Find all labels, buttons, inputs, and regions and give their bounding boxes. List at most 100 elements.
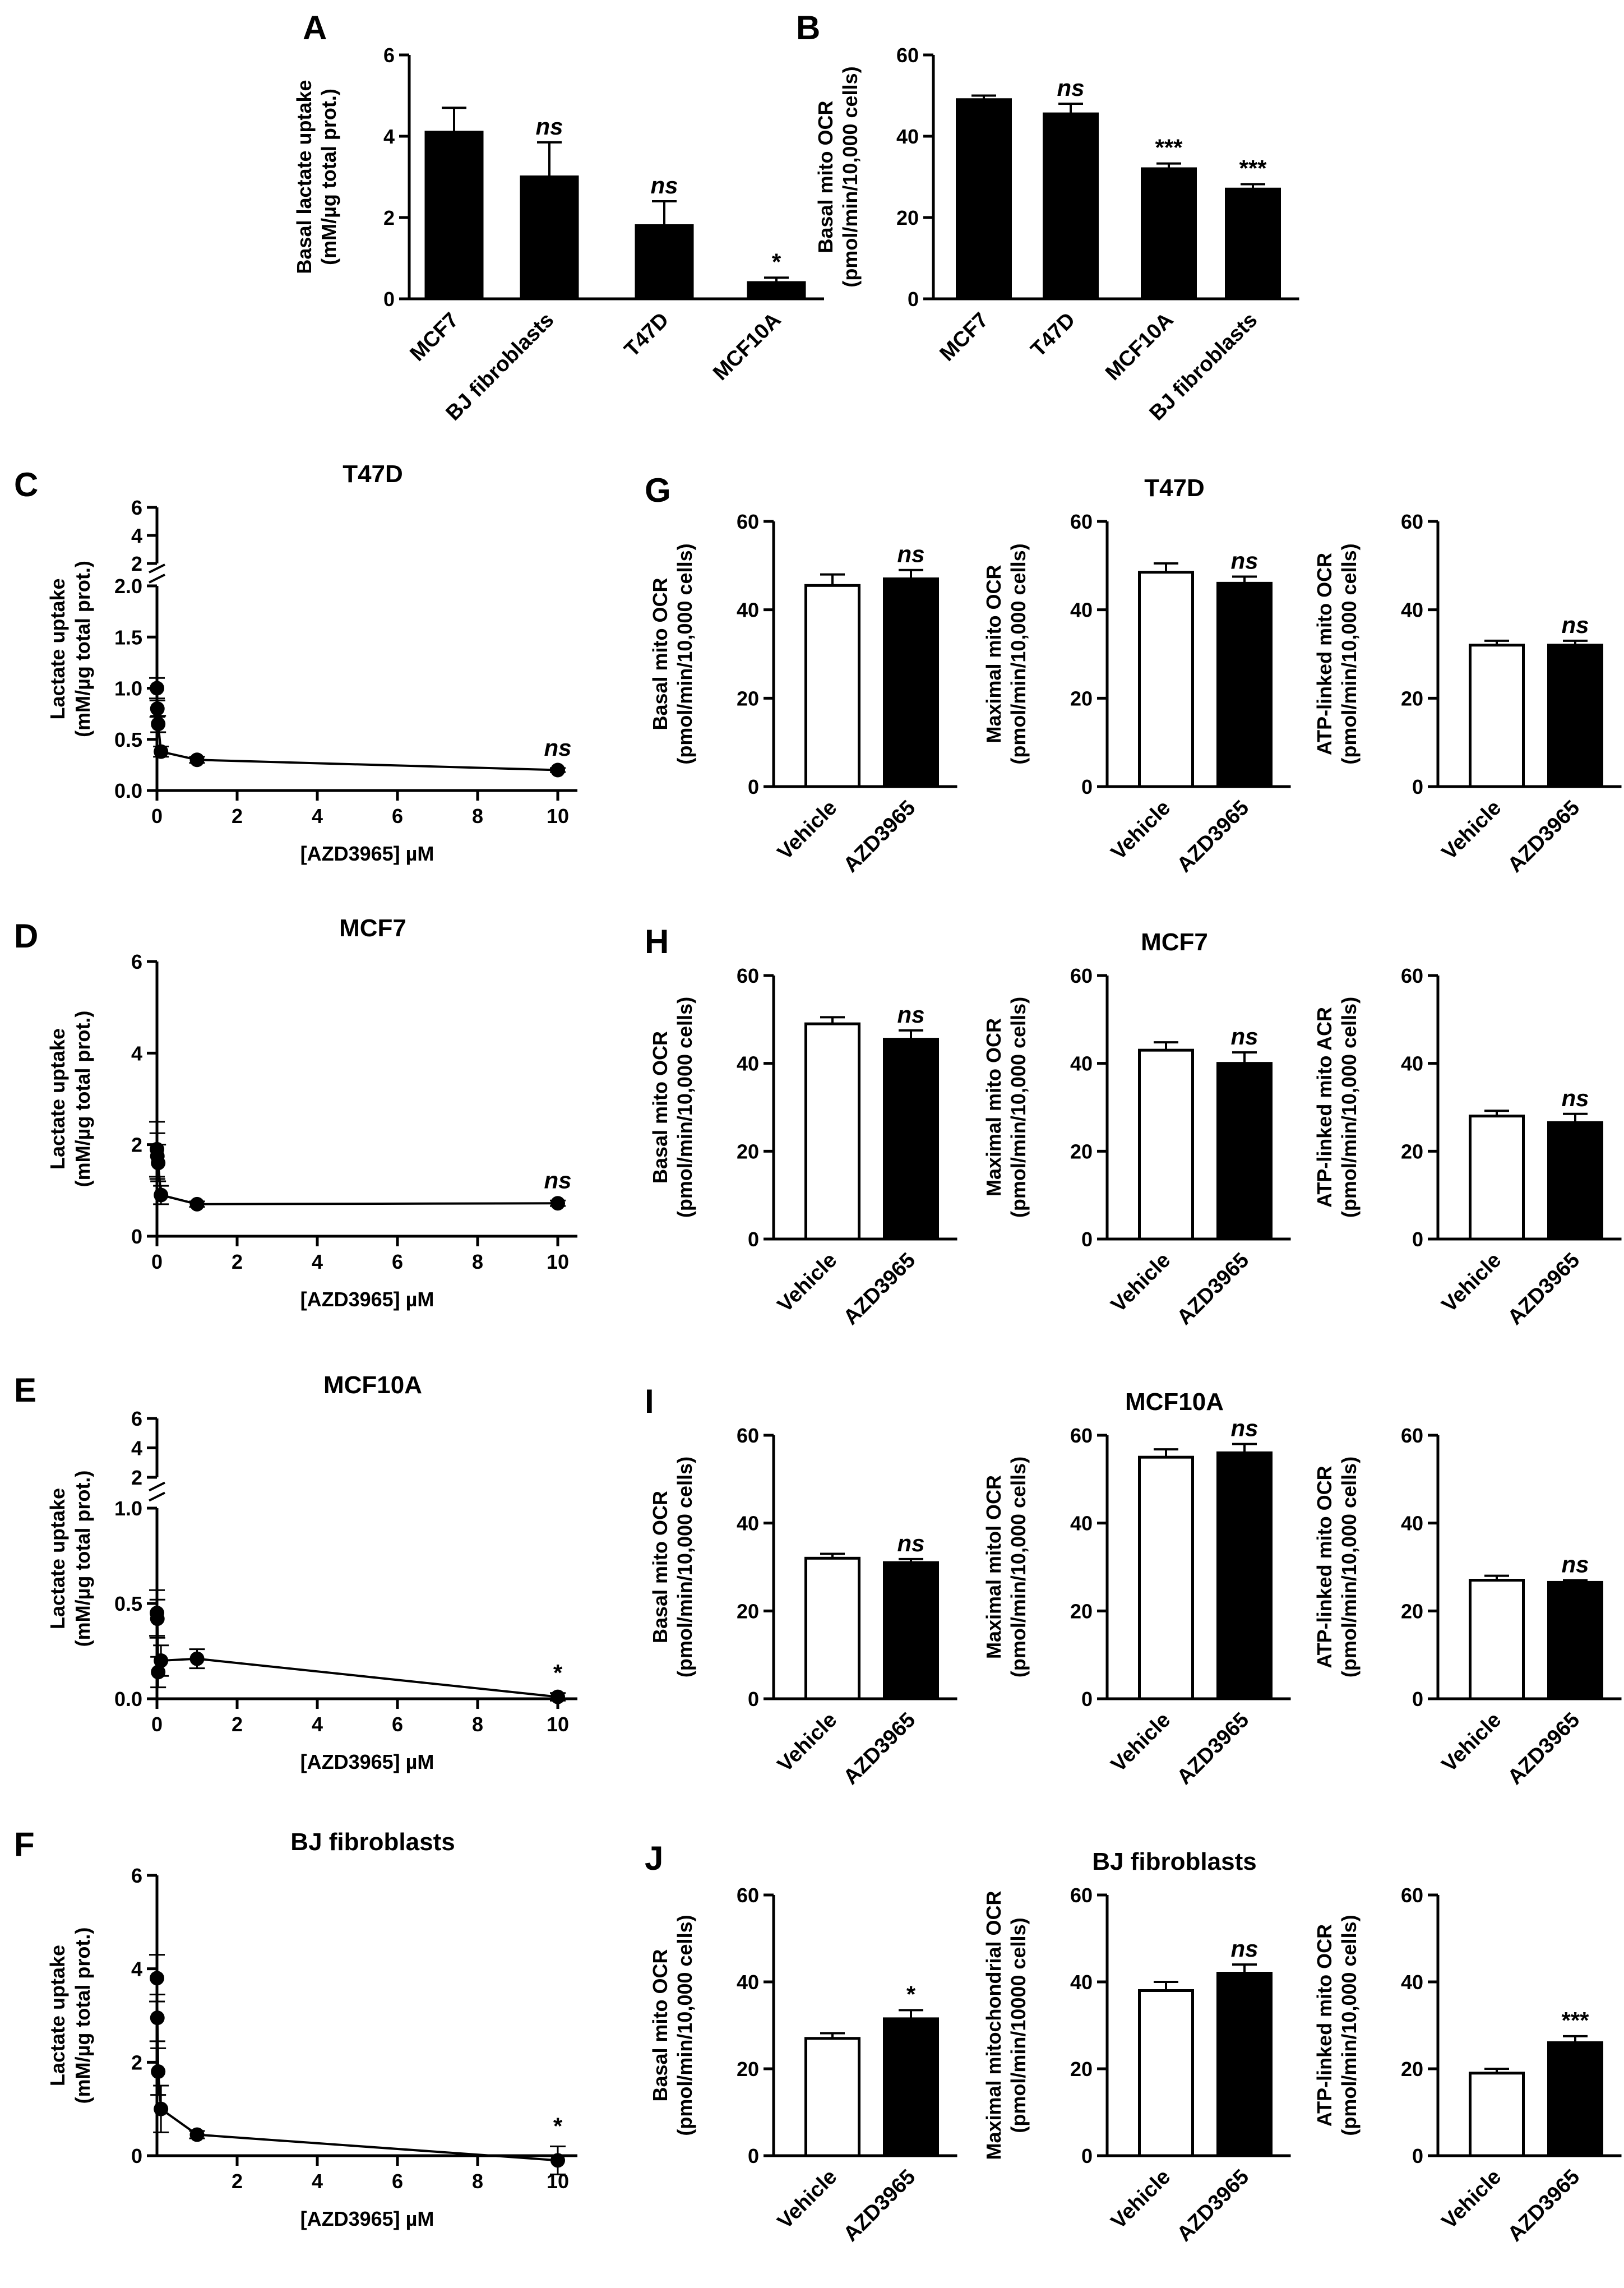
x-tick-label: 10 (547, 1713, 569, 1736)
y-tick-label: 20 (1070, 1140, 1093, 1163)
y-tick-label: 0 (1412, 775, 1423, 798)
y-tick-label: 40 (737, 1971, 759, 1994)
significance-label: * (906, 1981, 916, 2007)
y-tick-label: 40 (1070, 1971, 1093, 1994)
axis-break-mark (149, 1491, 165, 1502)
significance-label: *** (1561, 2007, 1589, 2033)
category-label: AZD3965 (1503, 1249, 1585, 1330)
x-tick-label: 2 (232, 805, 243, 828)
y-tick-label: 0 (748, 1688, 759, 1711)
x-tick-label: 6 (392, 1713, 403, 1736)
y-tick-label: 60 (737, 1884, 759, 1907)
y-tick-label: 60 (1401, 510, 1423, 533)
y-tick-label: 4 (131, 524, 142, 547)
x-tick-label: 0 (151, 1250, 163, 1273)
y-tick-label: 2 (131, 552, 142, 575)
data-point (150, 1611, 165, 1626)
y-tick-label: 40 (1070, 1052, 1093, 1075)
panel-letter-E: E (14, 1371, 36, 1409)
significance-label: ns (1561, 612, 1589, 638)
y-axis-label: ATP-linked mito ACR (1313, 1007, 1336, 1208)
category-label: Vehicle (1107, 1249, 1175, 1317)
significance-label: ns (535, 113, 563, 140)
bar (1216, 1451, 1273, 1700)
y-axis-label: Basal mito OCR (649, 1949, 672, 2101)
line-chart-D: 0 2 4 6 0 2 4 6 8 10 ns MCF7 [AZD3965] µM Lactate upt… (46, 914, 577, 1311)
y-tick-label: 40 (1401, 1971, 1423, 1994)
x-tick-label: 2 (232, 2170, 243, 2193)
panel-letter-A: A (303, 9, 327, 47)
y-tick-label: 0 (908, 288, 919, 311)
y-axis-label: Basal mito OCR (649, 1491, 672, 1643)
bar (804, 2037, 860, 2157)
category-label: Vehicle (1107, 2165, 1175, 2234)
chart-title: T47D (1144, 474, 1205, 502)
significance-label: ns (1561, 1085, 1589, 1111)
category-label: T47D (620, 308, 673, 362)
y-axis-label: Lactate uptake (46, 1945, 69, 2086)
panel-letter-C: C (14, 466, 38, 503)
category-label: AZD3965 (839, 1249, 920, 1330)
data-point (151, 717, 166, 732)
significance-label: *** (1155, 135, 1183, 161)
bar (1138, 1455, 1194, 1700)
chart-title: BJ fibroblasts (290, 1828, 455, 1856)
significance-label: ns (1230, 1415, 1258, 1441)
x-tick-label: 10 (547, 805, 569, 828)
y-axis-label-units: (pmol/min/10,000 cells) (673, 1915, 696, 2136)
bar-chart-I1: 0 20 40 60 Vehicle ns AZD3965 Basal mito OCR (pm… (649, 1424, 957, 1789)
category-label: MCF7 (936, 308, 993, 366)
series-line (156, 1149, 558, 1205)
y-tick-label: 4 (131, 1958, 142, 1981)
y-axis-label: ATP-linked mito OCR (1313, 1466, 1336, 1668)
y-tick-label: 40 (1401, 1512, 1423, 1535)
category-label: AZD3965 (1503, 1708, 1585, 1790)
category-label: Vehicle (1437, 2165, 1506, 2234)
category-label: AZD3965 (1503, 796, 1585, 877)
y-axis-label: ATP-linked mito OCR (1313, 553, 1336, 755)
y-tick-label: 0 (1081, 1688, 1093, 1711)
y-tick-label: 2 (131, 2051, 142, 2074)
y-axis-label-units: (pmol/min/10,000 cells) (1338, 997, 1361, 1218)
bar (1547, 1580, 1603, 1700)
significance-label: * (553, 1660, 563, 1686)
y-tick-label: 60 (737, 510, 759, 533)
y-tick-label: 40 (1401, 1052, 1423, 1075)
significance-label: * (553, 2113, 563, 2139)
bar (804, 1022, 860, 1241)
category-label: AZD3965 (1503, 2165, 1585, 2247)
y-axis-label: Maximal mitochondrial OCR (982, 1891, 1005, 2160)
y-tick-label: 0 (748, 2144, 759, 2167)
bar (1547, 1121, 1603, 1241)
category-label: Vehicle (773, 1249, 841, 1317)
bar (956, 98, 1012, 301)
y-tick-label: 2 (383, 206, 395, 229)
category-label: Vehicle (1107, 1708, 1175, 1777)
y-tick-label: 0 (383, 288, 395, 311)
category-label: Vehicle (1107, 796, 1175, 865)
y-tick-label: 60 (737, 964, 759, 987)
series-line (156, 1612, 558, 1698)
category-label: AZD3965 (1173, 1708, 1254, 1790)
bar (424, 131, 484, 301)
significance-label: ns (897, 541, 924, 567)
bar (804, 584, 860, 788)
significance-label: * (772, 248, 781, 275)
y-axis-label-units: (mM/µg total prot.) (317, 89, 340, 265)
significance-label: ns (544, 734, 571, 761)
x-tick-label: 4 (312, 2170, 323, 2193)
y-tick-label: 20 (1401, 687, 1423, 710)
y-tick-label: 20 (896, 206, 919, 229)
panel-letter-B: B (796, 9, 820, 47)
y-tick-label: 20 (1070, 1600, 1093, 1623)
y-tick-label: 60 (896, 44, 919, 67)
category-label: Vehicle (1437, 1708, 1506, 1777)
x-tick-label: 8 (472, 805, 483, 828)
x-tick-label: 0 (151, 1713, 163, 1736)
data-point (150, 681, 164, 696)
significance-label: ns (650, 172, 678, 198)
x-axis-label: [AZD3965] µM (300, 842, 434, 865)
y-tick-label: 2 (131, 1134, 142, 1157)
y-tick-label: 0 (1081, 775, 1093, 798)
